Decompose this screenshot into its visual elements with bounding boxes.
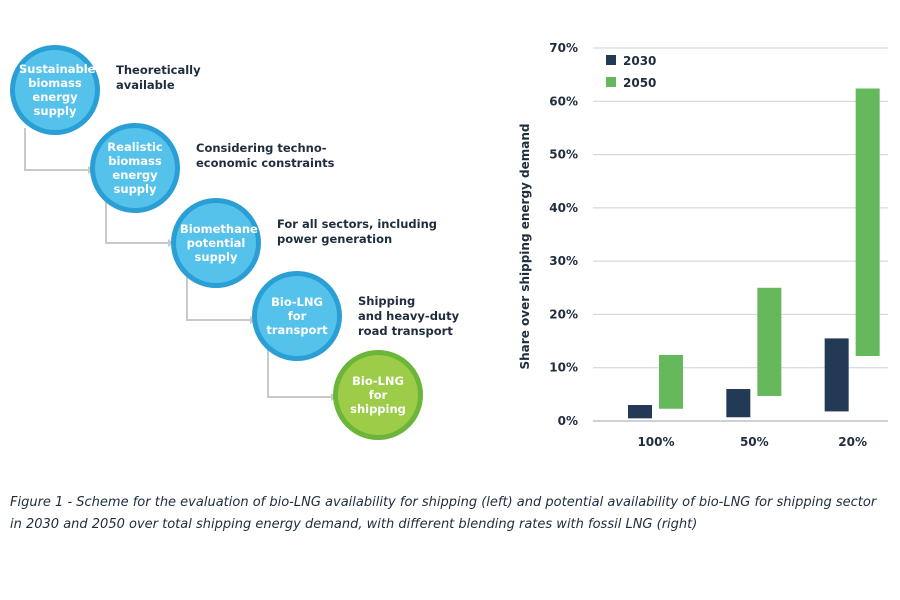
step-2-label-line: Realistic [107,140,163,154]
legend-label-2030: 2030 [623,54,656,68]
y-tick-label: 10% [549,361,578,375]
connector-1 [24,128,88,171]
step-5-label: Bio-LNG for shipping [342,374,414,416]
step-4-description: Shipping and heavy-duty road transport [358,294,460,338]
step-2-description: Considering techno- economic constraints [196,141,335,170]
y-tick-label: 70% [549,41,578,55]
bar-2030-1 [726,389,751,418]
step-biolng-transport: Bio-LNG for transport [252,271,342,361]
step-sustainable-biomass: Sustainable biomass energy supply [10,45,100,135]
step-5-label-line: shipping [350,402,406,416]
legend-swatch-2050 [606,77,616,87]
bar-2050-1 [757,287,782,396]
connector-3 [186,273,250,321]
bar-2050-0 [659,354,683,409]
step-4-label-line: Bio-LNG [271,295,323,309]
step-2-label-line: biomass [108,154,162,168]
step-4-label-line: for [287,309,307,323]
y-axis-label: Share over shipping energy demand [518,123,532,369]
step-3-description: For all sectors, including power generat… [277,217,438,246]
bar-2030-0 [628,405,652,419]
step-realistic-biomass: Realistic biomass energy supply [90,123,180,213]
bar-2030-2 [824,338,849,412]
x-tick-label: 20% [838,435,867,449]
y-tick-label: 30% [549,254,578,268]
step-3-label-line: Biomethane [180,222,258,236]
step-biolng-shipping: Bio-LNG for shipping [333,350,423,440]
step-1-label-line: biomass [28,76,82,90]
x-tick-label: 50% [740,435,769,449]
step-1-label-line: Sustainable [19,62,96,76]
biolng-share-chart: 0% 10% 20% 30% 40% 50% 60% 70% Share over shippi… [518,41,888,449]
step-3-label-line: supply [194,250,238,264]
connector-4 [267,348,331,398]
legend-swatch-2030 [606,55,616,65]
y-tick-label: 20% [549,307,578,321]
y-tick-label: 0% [558,414,578,428]
step-1-label-line: supply [33,104,77,118]
step-4-label: Bio-LNG for transport [261,295,333,337]
y-tick-label: 60% [549,94,578,108]
step-5-label-line: for [368,388,388,402]
step-1-label: Sustainable biomass energy supply [19,62,96,118]
step-3-label-line: potential [186,236,246,250]
y-tick-label: 40% [549,201,578,215]
step-4-label-line: transport [266,323,328,337]
step-1-label-line: energy [32,90,78,104]
connector-2 [105,200,168,244]
step-1-description: Theoretically available [116,63,201,92]
x-tick-label: 100% [637,435,674,449]
step-2-label-line: supply [113,182,157,196]
step-2-label-line: energy [112,168,158,182]
biolng-availability-scheme: Sustainable biomass energy supply Theoretic… [0,0,480,470]
step-2-label: Realistic biomass energy supply [99,140,171,196]
y-tick-label: 50% [549,148,578,162]
figure-caption: Figure 1 - Scheme for the evaluation of … [10,495,877,532]
bar-2050-2 [855,88,880,356]
step-3-label: Biomethane potential supply [180,222,258,264]
step-biomethane-potential: Biomethane potential supply [171,198,261,288]
legend-label-2050: 2050 [623,76,656,90]
step-5-label-line: Bio-LNG [352,374,404,388]
